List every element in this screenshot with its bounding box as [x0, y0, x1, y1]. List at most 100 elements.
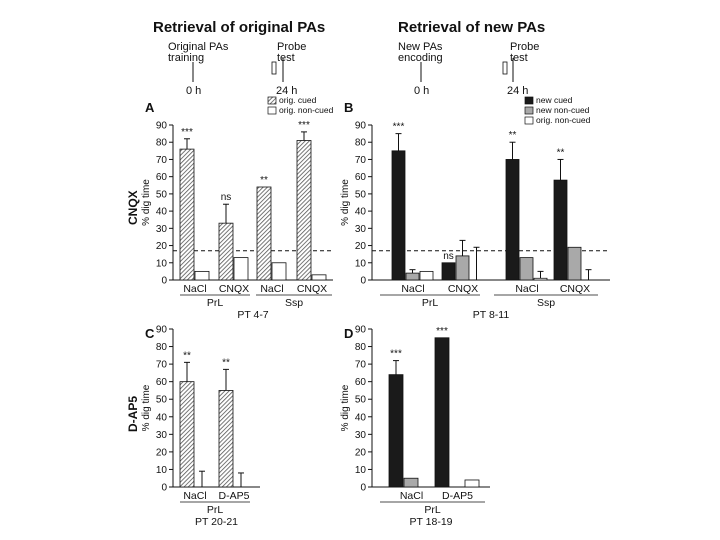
right-header-title: Retrieval of new PAs [398, 19, 545, 36]
right-event2-line1: Probe [510, 41, 539, 53]
right-probe-tube-icon [502, 61, 508, 75]
panel-a-ytick-label: 60 [156, 172, 168, 183]
panel-c-group-label: PrL [207, 504, 224, 516]
panel-c-ytick-label: 80 [156, 342, 168, 353]
left-event1-line2: training [168, 52, 204, 64]
panel-c-letter: C [145, 326, 155, 341]
panel-d-ytick-label: 0 [360, 483, 366, 494]
panel-d-bar [464, 479, 480, 488]
panel-b-ytick-label: 60 [355, 172, 367, 183]
panel-a-bar [233, 257, 249, 281]
panel-a-group-label: Ssp [285, 297, 303, 309]
panel-b-chart: B 0 10 20 30 40 50 60 70 80 90 % dig time *** NaCl ns C… [340, 95, 610, 321]
panel-a-ytick-label: 0 [161, 276, 167, 287]
panel-b-group-label: Ssp [537, 297, 555, 309]
panel-b-bar [567, 246, 582, 281]
left-event2-line2: test [277, 52, 295, 64]
panel-a-ytick-label: 20 [156, 241, 168, 252]
left-header-title: Retrieval of original PAs [153, 19, 325, 36]
panel-b-bar [519, 257, 534, 281]
panel-c-chart: C 0 10 20 30 40 50 60 70 80 90 % dig time ** NaCl ** D-… [141, 325, 260, 528]
panel-b-legend-swatch [524, 106, 534, 115]
panel-b-significance: ns [443, 251, 454, 262]
panel-d-ytick-label: 80 [355, 342, 367, 353]
panel-a-ytick-label: 40 [156, 207, 168, 218]
panel-b-significance: *** [393, 122, 405, 133]
panel-d-letter: D [344, 326, 353, 341]
panel-c-xlabel: PT 20-21 [195, 516, 238, 528]
panel-d-ytick-label: 70 [355, 360, 367, 371]
panel-b-ytick-label: 20 [355, 241, 367, 252]
panel-a-bar [179, 148, 195, 281]
right-event2-line2: test [510, 52, 528, 64]
left-time-0h: 0 h [186, 85, 201, 97]
panel-a-bar [256, 186, 272, 281]
panel-a-category-label: NaCl [260, 283, 283, 295]
panel-d-ytick-label: 60 [355, 377, 367, 388]
panel-a-bar [311, 274, 327, 281]
panel-a-significance: *** [298, 120, 310, 131]
panel-a-ytick-label: 80 [156, 138, 168, 149]
panel-a-bar [271, 262, 287, 281]
panel-c-ytick-label: 60 [156, 377, 168, 388]
panel-a-xlabel: PT 4-7 [237, 309, 268, 321]
right-event1-line1: New PAs [398, 41, 443, 53]
panel-a-significance: ** [260, 175, 268, 186]
panel-c-ytick-label: 90 [156, 325, 168, 336]
panel-a-bar [296, 140, 312, 281]
panel-c-ytick-label: 50 [156, 395, 168, 406]
panel-a-chart: A 0 10 20 30 40 50 60 70 80 90 % dig time *** NaCl ns C… [141, 95, 334, 321]
right-time-0h: 0 h [414, 85, 429, 97]
panel-a-significance: *** [181, 127, 193, 138]
panel-d-bar [434, 337, 450, 488]
panel-a-legend-label: orig. cued [279, 95, 317, 105]
left-time-24h: 24 h [276, 85, 297, 97]
panel-b-category-label: CNQX [560, 283, 590, 295]
panel-b-letter: B [344, 100, 353, 115]
panel-a-letter: A [145, 100, 155, 115]
panel-d-ytick-label: 10 [355, 465, 367, 476]
panel-d-ytick-label: 90 [355, 325, 367, 336]
panel-b-ytick-label: 90 [355, 121, 367, 132]
panel-a-category-label: NaCl [183, 283, 206, 295]
panel-b-category-label: NaCl [401, 283, 424, 295]
panel-d-chart: D 0 10 20 30 40 50 60 70 80 90 % dig time *** NaCl ***… [340, 325, 490, 528]
panel-b-legend-swatch [524, 116, 534, 125]
panel-b-legend-label: new non-cued [536, 105, 590, 115]
right-event1-line2: encoding [398, 52, 443, 64]
panel-c-ytick-label: 30 [156, 430, 168, 441]
panel-b-ytick-label: 30 [355, 224, 367, 235]
panel-b-significance: ** [557, 147, 565, 158]
panel-b-ytick-label: 0 [360, 276, 366, 287]
panel-a-ytick-label: 30 [156, 224, 168, 235]
panel-b-bar [455, 255, 470, 281]
panel-d-ytick-label: 50 [355, 395, 367, 406]
panel-b-ylabel: % dig time [340, 179, 351, 226]
left-probe-tube-icon [271, 61, 277, 75]
panel-a-significance: ns [221, 192, 232, 203]
left-event1-line1: Original PAs [168, 41, 229, 53]
panel-a-bar [194, 270, 210, 281]
panel-b-legend-label: orig. non-cued [536, 115, 591, 125]
panel-b-bar [553, 179, 568, 281]
panel-b-bar [405, 272, 420, 281]
panel-b-bar [419, 270, 434, 281]
panel-a-legend-label: orig. non-cued [279, 105, 334, 115]
panel-b-bar [533, 277, 548, 281]
panel-b-category-label: NaCl [515, 283, 538, 295]
panel-b-significance: ** [509, 130, 517, 141]
panel-b-legend-label: new cued [536, 95, 573, 105]
panel-b-ytick-label: 40 [355, 207, 367, 218]
panel-d-ytick-label: 30 [355, 430, 367, 441]
panel-b-bar [391, 150, 406, 281]
panel-a-ytick-label: 90 [156, 121, 168, 132]
panel-b-ytick-label: 80 [355, 138, 367, 149]
panel-c-ytick-label: 40 [156, 412, 168, 423]
panel-c-significance: ** [222, 357, 230, 368]
panel-d-bar [403, 477, 419, 488]
right-time-24h: 24 h [507, 85, 528, 97]
panel-b-category-label: CNQX [448, 283, 478, 295]
panel-c-significance: ** [183, 350, 191, 361]
panel-b-ytick-label: 50 [355, 189, 367, 200]
